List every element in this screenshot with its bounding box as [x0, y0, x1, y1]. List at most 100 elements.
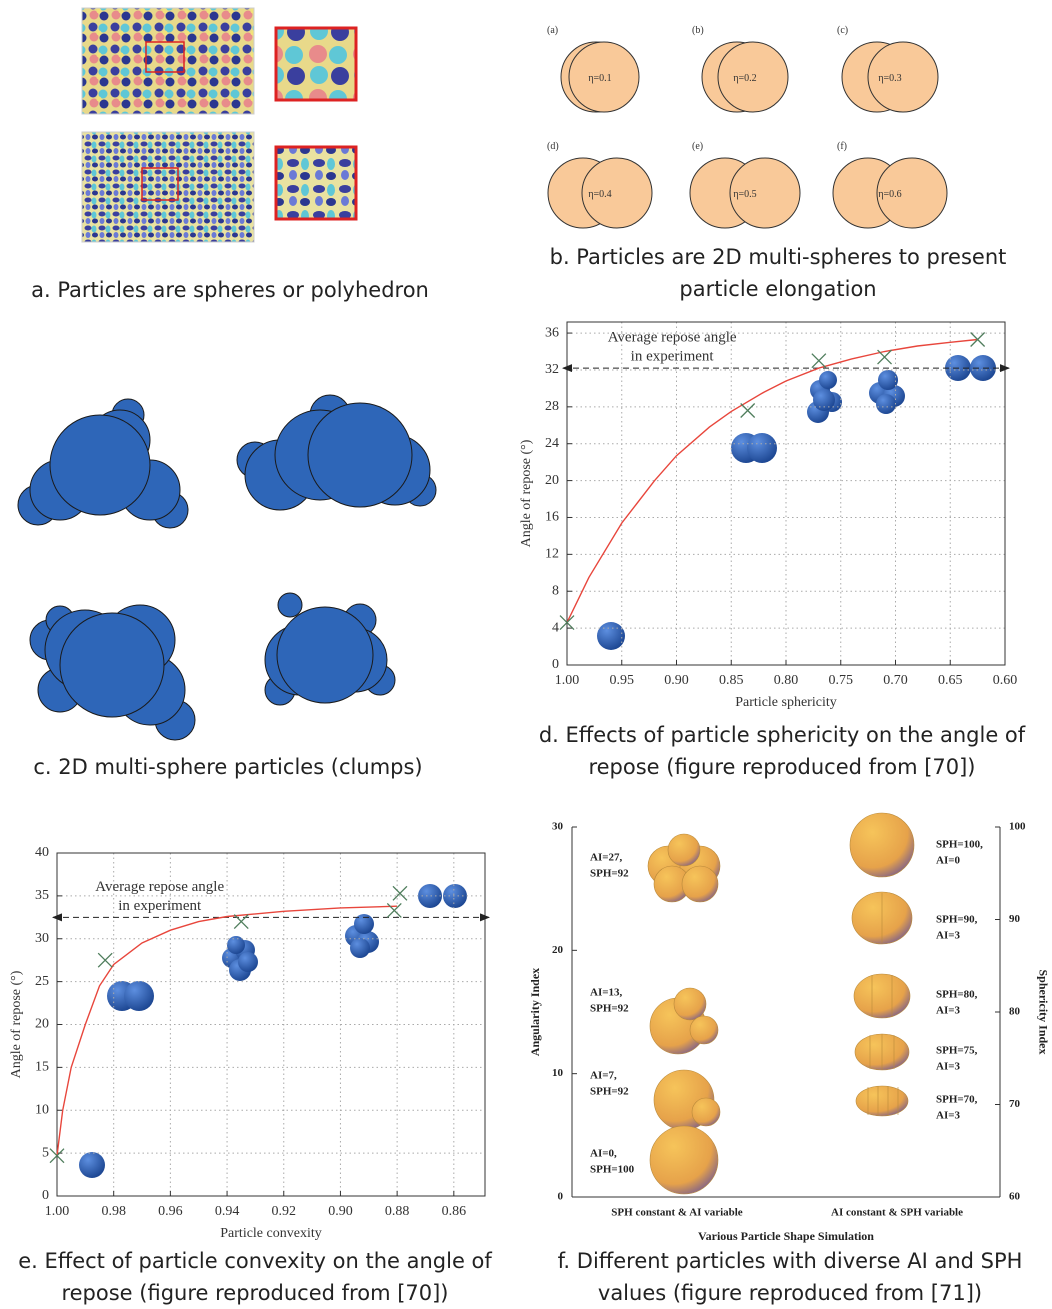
y-axis-title: Angle of repose (°)	[9, 970, 24, 1078]
x-tick-label: 0.90	[328, 1204, 353, 1219]
particle-images	[79, 884, 467, 1178]
fit-line	[566, 338, 978, 623]
shape-annotation: SPH=75,	[936, 1045, 978, 1057]
shape-annotation: SPH=70,	[936, 1094, 978, 1106]
y-tick-label: 10	[552, 1067, 564, 1079]
particle-images	[597, 355, 996, 650]
category-label: SPH constant & AI variable	[611, 1207, 743, 1219]
caption: b. Particles are 2D multi-spheres to pre…	[550, 245, 1007, 269]
y2-tick-label: 80	[1009, 1006, 1021, 1018]
shape-label: (e)	[692, 141, 703, 152]
marker	[392, 885, 408, 901]
x-tick-label: 0.94	[215, 1204, 240, 1219]
caption: particle elongation	[679, 277, 876, 301]
shape-annotation: AI=3	[936, 1110, 960, 1122]
y-tick-label: 16	[545, 510, 559, 525]
shape-label: (d)	[547, 141, 559, 152]
marker	[97, 952, 113, 968]
shape-annotation: AI=7,	[590, 1070, 617, 1082]
y-tick-label: 0	[552, 657, 559, 672]
shape-images	[647, 812, 915, 1195]
y-tick-label: 5	[42, 1145, 49, 1160]
shape-annotation: AI=27,	[590, 852, 622, 864]
marker	[386, 902, 402, 918]
plot-frame	[56, 852, 486, 1197]
y-tick-label: 30	[35, 931, 49, 946]
x-tick-label: 0.60	[993, 673, 1018, 688]
packing-images	[81, 7, 358, 243]
x-tick-label: 1.00	[45, 1204, 70, 1219]
x-tick-label: 0.92	[272, 1204, 297, 1219]
y-tick-label: 20	[552, 944, 564, 956]
y-tick-label: 4	[552, 620, 559, 635]
shape-label: (b)	[692, 25, 704, 36]
reference-label: Average repose angle	[95, 879, 224, 895]
y-tick-label: 35	[35, 888, 49, 903]
eta-label: η=0.2	[733, 73, 756, 84]
marker	[877, 349, 893, 365]
x-tick-label: 0.88	[385, 1204, 410, 1219]
fit-line	[56, 905, 398, 1156]
shape-annotation: SPH=80,	[936, 989, 978, 1001]
x-axis-title: Various Particle Shape Simulation	[698, 1229, 874, 1243]
y-tick-label: 10	[35, 1102, 49, 1117]
eta-label: η=0.3	[878, 73, 901, 84]
shape-annotation: AI=0	[936, 855, 960, 867]
y-tick-label: 20	[35, 1017, 49, 1032]
plot-frame	[566, 321, 1006, 666]
x-axis-title: Particle sphericity	[735, 695, 836, 710]
y-tick-label: 8	[552, 583, 559, 598]
shape-annotation: SPH=100,	[936, 839, 983, 851]
eta-label: η=0.4	[588, 189, 611, 200]
marker	[740, 403, 756, 418]
y-tick-label: 32	[545, 362, 559, 377]
y-axis-title: Angle of repose (°)	[519, 439, 534, 547]
caption: e. Effect of particle convexity on the a…	[18, 1249, 492, 1273]
reference-label: in experiment	[118, 898, 202, 914]
shape-annotation: SPH=100	[590, 1164, 635, 1176]
y-tick-label: 0	[558, 1191, 564, 1203]
clumps	[17, 394, 437, 741]
caption: d. Effects of particle sphericity on the…	[539, 723, 1026, 747]
marker	[49, 1148, 65, 1164]
x-axis-title: Particle convexity	[220, 1226, 321, 1241]
shape-annotation: SPH=92	[590, 1086, 629, 1098]
shape-label: (a)	[547, 25, 558, 36]
caption: f. Different particles with diverse AI a…	[558, 1249, 1023, 1273]
caption: values (figure reproduced from [71])	[598, 1281, 982, 1305]
shape-annotation: AI=3	[936, 1005, 960, 1017]
y-tick-label: 28	[545, 399, 559, 414]
eta-label: η=0.6	[878, 189, 901, 200]
reference-label: in experiment	[631, 349, 715, 365]
eta-label: η=0.5	[733, 189, 756, 200]
y-tick-label: 25	[35, 974, 49, 989]
y2-tick-label: 60	[1009, 1191, 1021, 1203]
y-tick-label: 20	[545, 473, 559, 488]
shape-annotation: AI=0,	[590, 1148, 617, 1160]
y-tick-label: 0	[42, 1188, 49, 1203]
x-tick-label: 1.00	[555, 673, 580, 688]
shape-annotation: SPH=92	[590, 1003, 629, 1015]
y-tick-label: 12	[545, 547, 559, 562]
x-tick-label: 0.70	[883, 673, 908, 688]
y2-axis-title: Sphericity Index	[1036, 969, 1050, 1054]
x-tick-label: 0.90	[664, 673, 689, 688]
y-axis-title: Angularity Index	[528, 968, 542, 1056]
caption: repose (figure reproduced from [70])	[61, 1281, 448, 1305]
x-tick-label: 0.85	[719, 673, 744, 688]
x-tick-label: 0.75	[829, 673, 854, 688]
y2-tick-label: 100	[1009, 821, 1026, 833]
x-tick-label: 0.98	[101, 1204, 126, 1219]
shape-annotation: AI=3	[936, 930, 960, 942]
caption: a. Particles are spheres or polyhedron	[31, 278, 429, 302]
marker	[233, 914, 249, 930]
x-tick-label: 0.95	[610, 673, 635, 688]
shape-annotation: SPH=90,	[936, 914, 978, 926]
shape-annotation: AI=13,	[590, 987, 622, 999]
shape-label: (f)	[837, 141, 847, 152]
caption: repose (figure reproduced from [70])	[588, 755, 975, 779]
eta-label: η=0.1	[588, 73, 611, 84]
shape-label: (c)	[837, 25, 848, 36]
marker	[811, 353, 827, 369]
